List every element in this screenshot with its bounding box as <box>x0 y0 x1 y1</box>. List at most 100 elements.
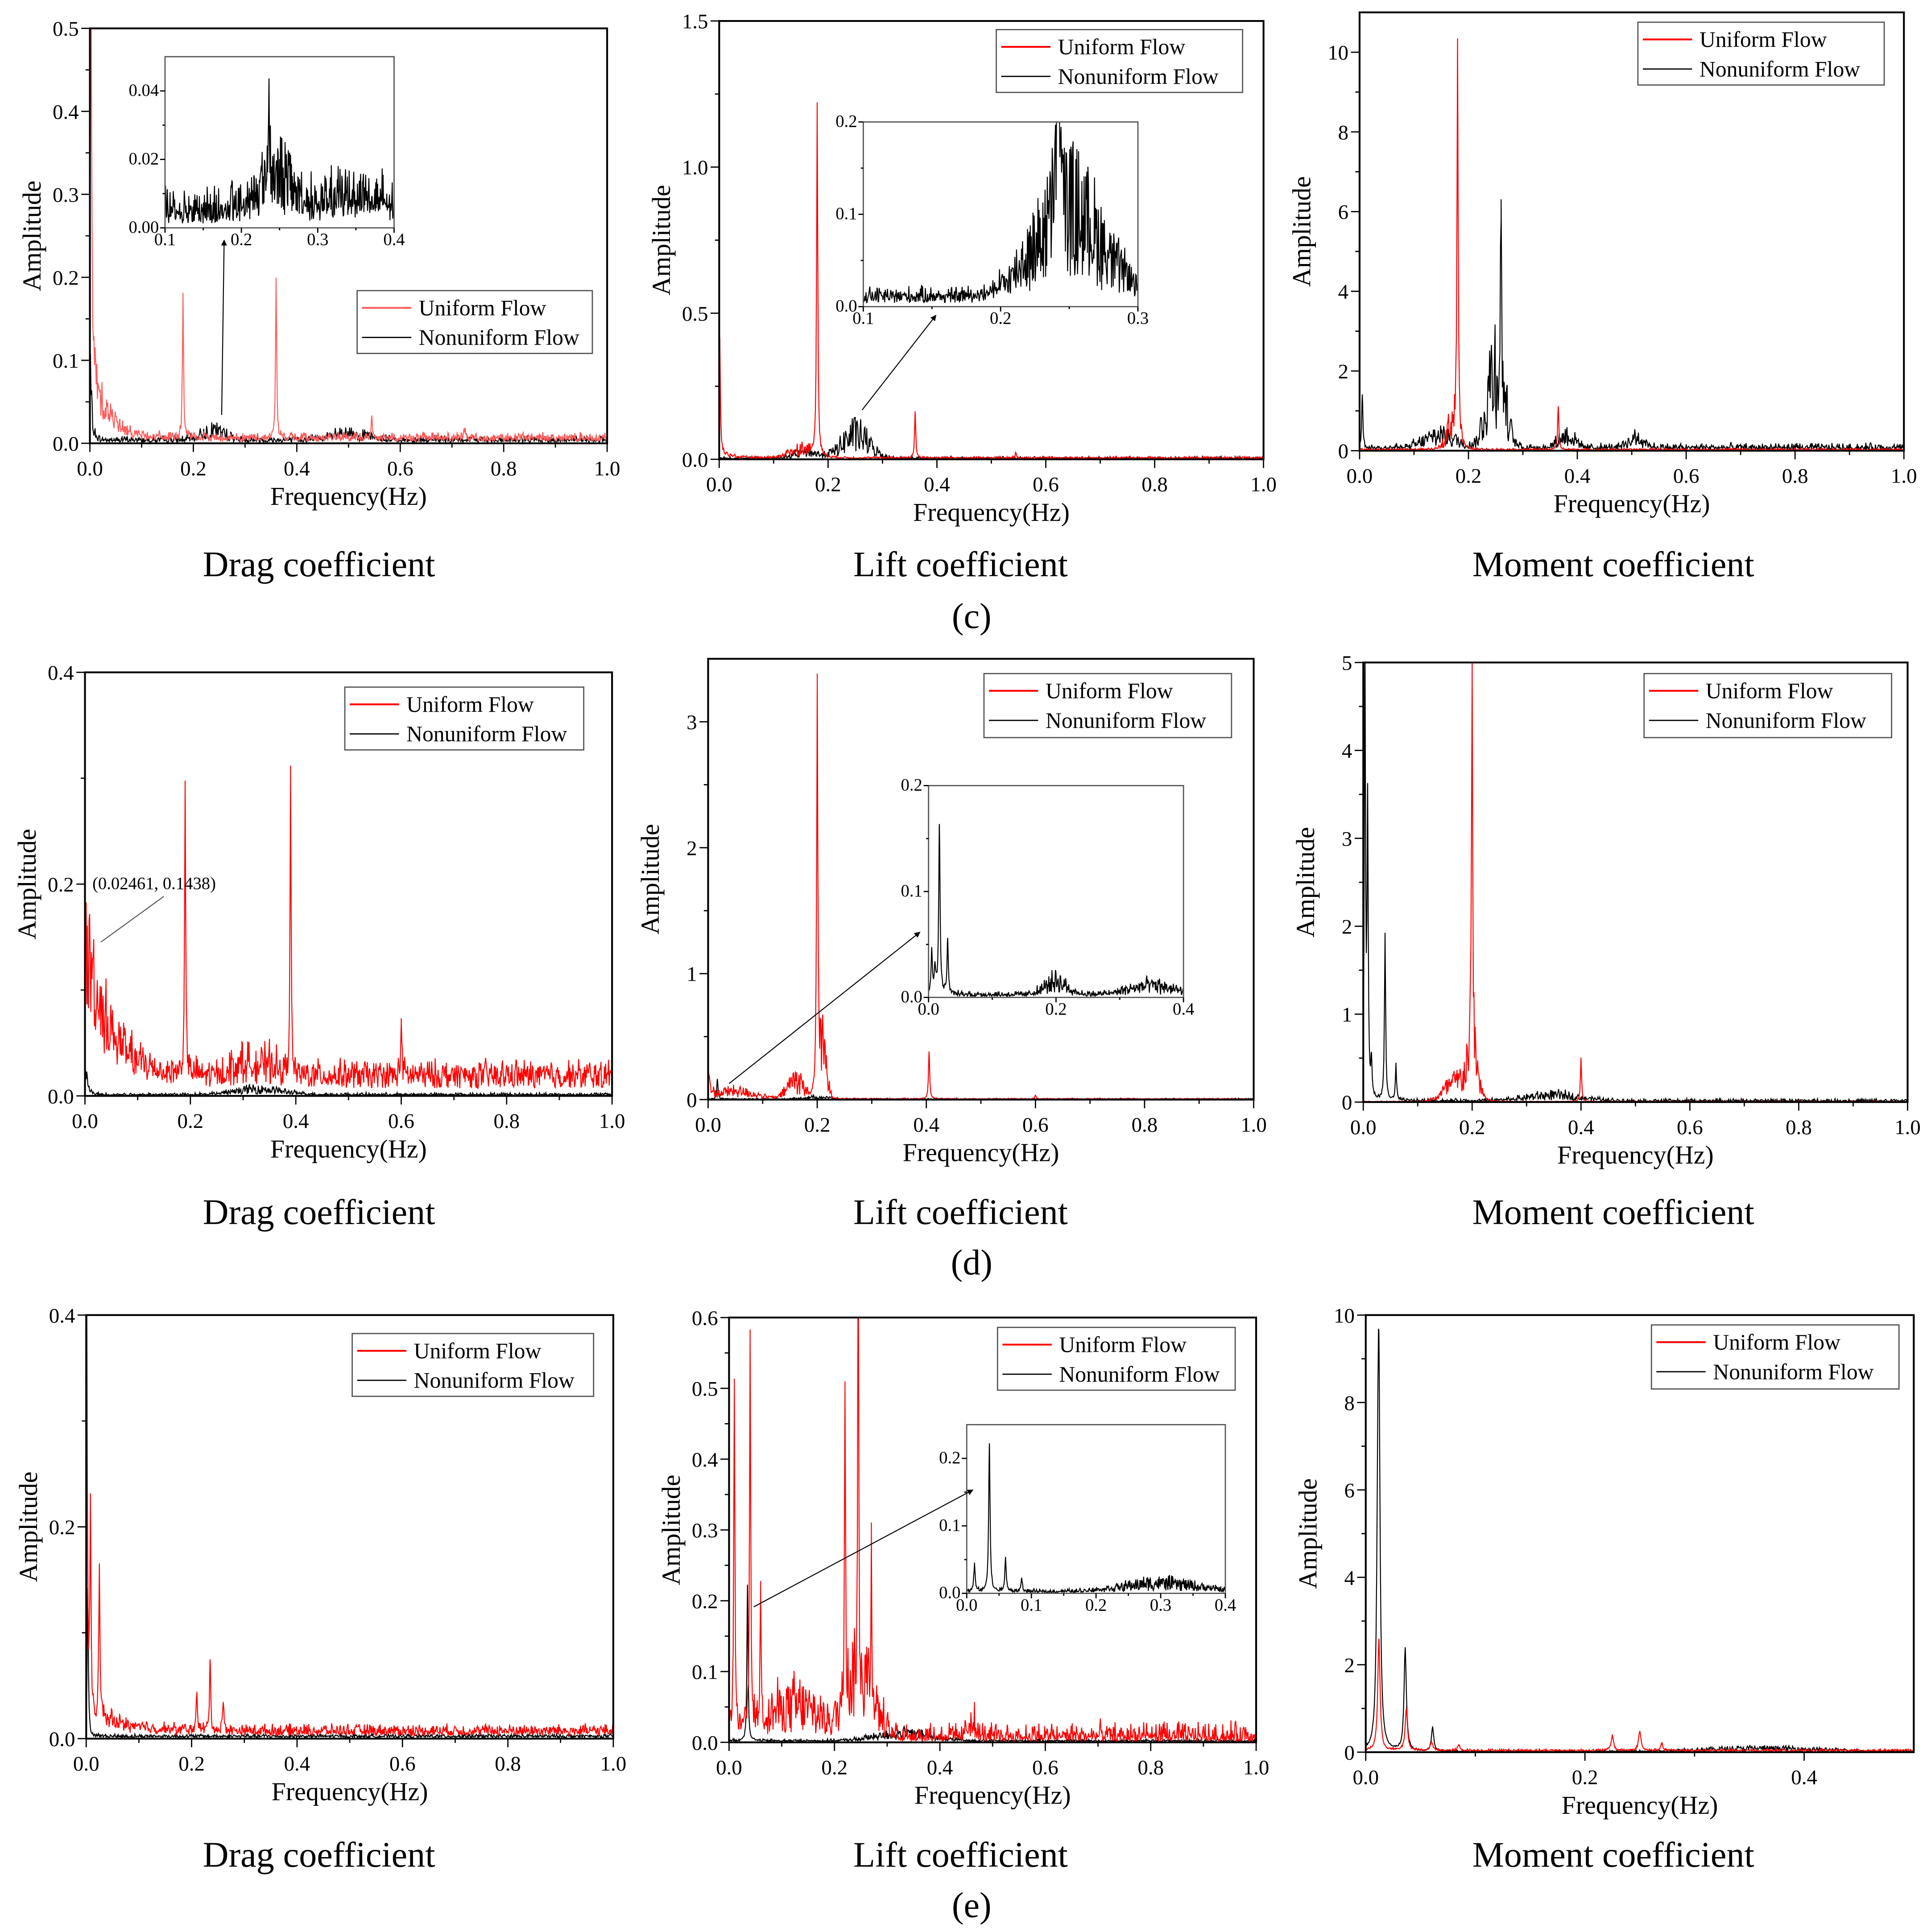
y-tick-label: 1 <box>686 963 697 986</box>
legend: Uniform Flow Nonuniform Flow <box>1637 21 1885 86</box>
legend-uniform-label: Uniform Flow <box>1059 1333 1187 1357</box>
chart-caption: Lift coefficient <box>853 1193 1068 1232</box>
peak-annotation: (0.02461, 0.1438) <box>92 874 216 893</box>
series-group <box>729 1317 1257 1742</box>
series-uniform-line <box>729 1317 1257 1742</box>
x-tick-label: 0.0 <box>1350 1116 1377 1139</box>
zoom-arrow <box>728 932 921 1084</box>
legend-nonuniform-label: Nonuniform Flow <box>1059 1362 1220 1387</box>
y-tick-label: 2 <box>686 837 697 860</box>
series-nonuniform-line <box>729 1585 1257 1742</box>
y-tick-label: 0.0 <box>49 1728 75 1751</box>
series-nonuniform-line <box>1365 1329 1914 1752</box>
series-nonuniform-line <box>1359 199 1904 451</box>
legend-nonuniform-label: Nonuniform Flow <box>419 325 579 350</box>
series-group <box>90 28 608 444</box>
x-tick-label: 0.2 <box>1455 464 1482 487</box>
legend-uniform-label: Uniform Flow <box>406 692 534 717</box>
x-tick-label: 1.0 <box>1250 473 1277 496</box>
y-tick-label: 0.1 <box>692 1661 718 1684</box>
y-axis-title: Amplitude <box>1293 1478 1322 1589</box>
legend-nonuniform-label: Nonuniform Flow <box>1706 708 1866 733</box>
x-axis-title: Frequency(Hz) <box>1557 1140 1714 1169</box>
legend-uniform-label: Uniform Flow <box>1713 1330 1840 1354</box>
inset-series-group <box>928 824 1184 998</box>
inset-plot: 0.1 0.2 0.3 0.4 0.00 0.02 0.04 <box>129 56 405 249</box>
inset-series-group <box>165 78 394 223</box>
legend-uniform-label: Uniform Flow <box>1699 27 1827 52</box>
inset-series-group <box>863 122 1138 304</box>
y-tick-label: 2 <box>1344 1654 1354 1677</box>
legend-nonuniform-label: Nonuniform Flow <box>414 1368 575 1393</box>
y-tick-label: 0.4 <box>53 100 79 124</box>
y-tick-label: 0.5 <box>692 1378 718 1401</box>
inset-nonuniform-line <box>967 1443 1226 1593</box>
x-axis-title: Frequency(Hz) <box>1562 1791 1718 1820</box>
x-tick-label: 0.4 <box>383 231 405 249</box>
series-uniform-line <box>90 28 608 443</box>
x-tick-label: 0.4 <box>913 1113 939 1136</box>
legend-box <box>983 673 1232 739</box>
legend: Uniform Flow Nonuniform Flow <box>356 290 593 354</box>
y-tick-label: 0.2 <box>53 266 79 289</box>
y-tick-label: 10 <box>1334 1304 1355 1327</box>
y-tick-label: 0.4 <box>49 1304 75 1327</box>
x-tick-label: 0.2 <box>178 1752 205 1775</box>
x-tick-label: 0.6 <box>1673 464 1699 487</box>
x-tick-label: 0.2 <box>804 1113 831 1136</box>
y-tick-label: 0.2 <box>901 776 922 795</box>
chart-8: 0.0 0.2 0.4 0 2 4 6 8 10 Frequency(Hz) Amplitude Un… <box>1293 1304 1915 1875</box>
x-tick-label: 0.6 <box>1022 1113 1049 1136</box>
y-tick-label: 0.02 <box>129 149 159 168</box>
series-uniform-line <box>85 765 612 1090</box>
y-tick-label: 0.1 <box>53 350 79 373</box>
chart-caption: Moment coefficient <box>1472 545 1754 584</box>
x-tick-label: 0.2 <box>177 1110 203 1133</box>
y-axis-title: Amplitude <box>17 181 46 291</box>
inset-nonuniform-line <box>863 122 1138 304</box>
y-tick-label: 0.4 <box>48 661 74 685</box>
x-tick-label: 1.0 <box>1894 1116 1921 1139</box>
x-axis-title: Frequency(Hz) <box>903 1138 1059 1167</box>
x-tick-label: 0.6 <box>388 1110 414 1133</box>
y-tick-label: 1.0 <box>682 156 708 179</box>
legend-nonuniform-label: Nonuniform Flow <box>1699 57 1860 81</box>
x-tick-label: 1.0 <box>599 1110 625 1133</box>
inset-bg <box>967 1424 1226 1593</box>
x-tick-label: 0.4 <box>1215 1596 1236 1614</box>
y-tick-label: 0 <box>1338 440 1348 463</box>
x-tick-label: 0.1 <box>154 231 176 249</box>
y-axis-title: Amplitude <box>1291 827 1320 937</box>
legend: Uniform Flow Nonuniform Flow <box>344 686 585 751</box>
chart-7: 0.0 0.2 0.4 0.6 0.8 1.00.00.10.20.30.40.50.6F… <box>657 1307 1269 1875</box>
series-uniform-line <box>86 1315 613 1738</box>
y-tick-label: 1 <box>1342 1003 1352 1027</box>
y-axis-title: Amplitude <box>14 1472 43 1582</box>
x-tick-label: 0.8 <box>495 1752 521 1775</box>
chart-4: 0.0 0.2 0.4 0.6 0.8 1.0 0 1 2 3 Frequency(Hz) Ampli… <box>636 658 1267 1232</box>
x-tick-label: 0.2 <box>1459 1116 1485 1139</box>
x-tick-label: 1.0 <box>600 1752 627 1775</box>
legend-box <box>344 686 585 751</box>
subfigure-label: (d) <box>951 1243 992 1283</box>
x-tick-label: 0.8 <box>491 457 517 480</box>
x-tick-label: 0.6 <box>1032 1756 1059 1779</box>
legend: Uniform Flow Nonuniform Flow <box>997 1326 1236 1391</box>
y-axis-title: Amplitude <box>1287 176 1316 287</box>
legend: Uniform Flow Nonuniform Flow <box>996 29 1244 93</box>
x-tick-label: 0.0 <box>1347 464 1373 487</box>
chart-0: 0.0 0.2 0.4 0.6 0.8 1.0 0.0 0.1 0.2 0.3 0.4 0.5 Freq… <box>17 17 620 584</box>
series-group <box>719 102 1264 459</box>
x-tick-label: 0.6 <box>389 1752 416 1775</box>
y-tick-label: 0.0 <box>48 1085 74 1108</box>
chart-6: 0.0 0.2 0.4 0.6 0.8 1.00.00.20.4Frequency(Hz)… <box>14 1304 627 1874</box>
y-tick-label: 4 <box>1342 739 1352 763</box>
inset-plot: 0.0 0.2 0.4 0.0 0.1 0.2 <box>901 776 1195 1019</box>
x-tick-label: 0.1 <box>852 309 874 328</box>
x-tick-label: 0.4 <box>283 1110 309 1133</box>
x-tick-label: 0.6 <box>387 457 413 480</box>
x-tick-label: 0.4 <box>1173 1000 1194 1019</box>
chart-caption: Lift coefficient <box>853 545 1068 584</box>
chart-1: 0.0 0.2 0.4 0.6 0.8 1.0 0.0 0.5 1.0 1.5 Frequency(… <box>647 10 1277 585</box>
